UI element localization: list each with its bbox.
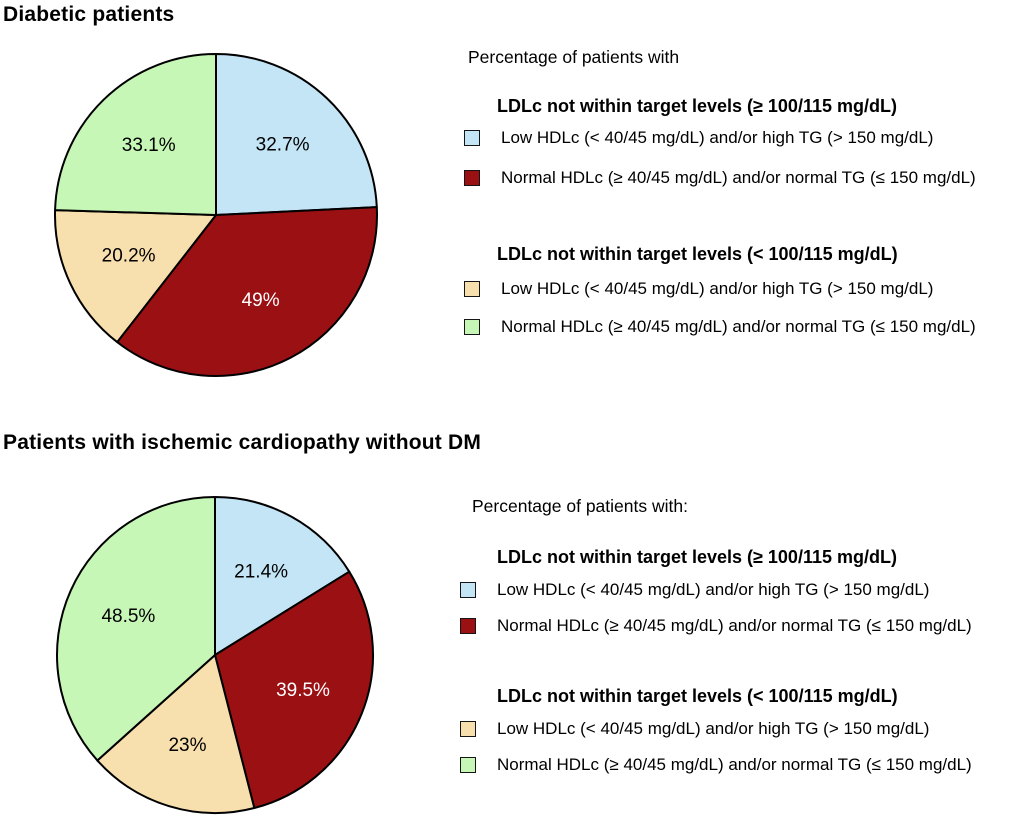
pie-slice-label: 23% bbox=[168, 735, 206, 756]
legend-item: Normal HDLc (≥ 40/45 mg/dL) and/or norma… bbox=[460, 755, 972, 775]
pie-slice bbox=[214, 570, 374, 810]
legend-group-heading-ldl-below-target: LDLc not within target levels (< 100/115… bbox=[497, 244, 898, 264]
legend-item: Normal HDLc (≥ 40/45 mg/dL) and/or norma… bbox=[464, 317, 976, 337]
pie-slice bbox=[116, 206, 378, 377]
legend-swatch-light-blue bbox=[460, 582, 476, 598]
pie-slice-label: 32.7% bbox=[256, 135, 310, 156]
legend-swatch-light-green bbox=[460, 757, 476, 773]
legend-intro: Percentage of patients with bbox=[468, 47, 680, 67]
pie-slice bbox=[54, 53, 217, 216]
section-heading-diabetic-patients: Diabetic patients bbox=[3, 3, 175, 26]
pie-chart-diabetic-patients: 32.7% 49% 20.2% 33.1% bbox=[54, 53, 378, 377]
pie-slice-label: 39.5% bbox=[276, 680, 330, 701]
legend-group-heading-ldl-not-target: LDLc not within target levels (≥ 100/115… bbox=[497, 547, 897, 567]
section-heading-ischemic-cardiopathy: Patients with ischemic cardiopathy witho… bbox=[3, 431, 482, 454]
pie-slice-label: 48.5% bbox=[101, 606, 155, 627]
legend-swatch-light-green bbox=[464, 319, 480, 335]
legend-item: Low HDLc (< 40/45 mg/dL) and/or high TG … bbox=[460, 719, 929, 739]
pie-slice-label: 21.4% bbox=[234, 562, 288, 583]
legend-item-label: Normal HDLc (≥ 40/45 mg/dL) and/or norma… bbox=[497, 616, 972, 635]
pie-slice-label: 33.1% bbox=[122, 135, 176, 156]
legend-item-label: Normal HDLc (≥ 40/45 mg/dL) and/or norma… bbox=[501, 317, 976, 336]
pie-slice bbox=[214, 496, 351, 656]
legend-swatch-dark-red bbox=[464, 170, 480, 186]
legend-intro: Percentage of patients with: bbox=[472, 496, 688, 516]
legend-group-heading-ldl-not-target: LDLc not within target levels (≥ 100/115… bbox=[497, 96, 897, 116]
legend-swatch-tan bbox=[464, 281, 480, 297]
legend-item: Low HDLc (< 40/45 mg/dL) and/or high TG … bbox=[464, 128, 933, 148]
pie-slice bbox=[54, 209, 217, 344]
legend-item-label: Low HDLc (< 40/45 mg/dL) and/or high TG … bbox=[497, 719, 930, 738]
pie-slice bbox=[96, 654, 256, 814]
legend-item: Normal HDLc (≥ 40/45 mg/dL) and/or norma… bbox=[460, 616, 972, 636]
legend-item-label: Low HDLc (< 40/45 mg/dL) and/or high TG … bbox=[501, 128, 934, 147]
pie-slice-label: 20.2% bbox=[102, 246, 156, 267]
legend-item-label: Normal HDLc (≥ 40/45 mg/dL) and/or norma… bbox=[501, 168, 976, 187]
pie-slice bbox=[56, 496, 216, 762]
legend-item-label: Normal HDLc (≥ 40/45 mg/dL) and/or norma… bbox=[497, 755, 972, 774]
pie-slice bbox=[215, 53, 378, 216]
pie-slice-label: 49% bbox=[242, 290, 280, 311]
legend-item: Low HDLc (< 40/45 mg/dL) and/or high TG … bbox=[464, 279, 933, 299]
legend-swatch-tan bbox=[460, 721, 476, 737]
legend-swatch-dark-red bbox=[460, 618, 476, 634]
legend-swatch-light-blue bbox=[464, 130, 480, 146]
legend-item: Low HDLc (< 40/45 mg/dL) and/or high TG … bbox=[460, 580, 929, 600]
legend-item-label: Low HDLc (< 40/45 mg/dL) and/or high TG … bbox=[497, 580, 930, 599]
legend-group-heading-ldl-below-target: LDLc not within target levels (< 100/115… bbox=[497, 686, 898, 706]
pie-chart-ischemic-cardiopathy: 21.4% 39.5% 23% 48.5% bbox=[56, 496, 374, 814]
legend-item: Normal HDLc (≥ 40/45 mg/dL) and/or norma… bbox=[464, 168, 976, 188]
legend-item-label: Low HDLc (< 40/45 mg/dL) and/or high TG … bbox=[501, 279, 934, 298]
